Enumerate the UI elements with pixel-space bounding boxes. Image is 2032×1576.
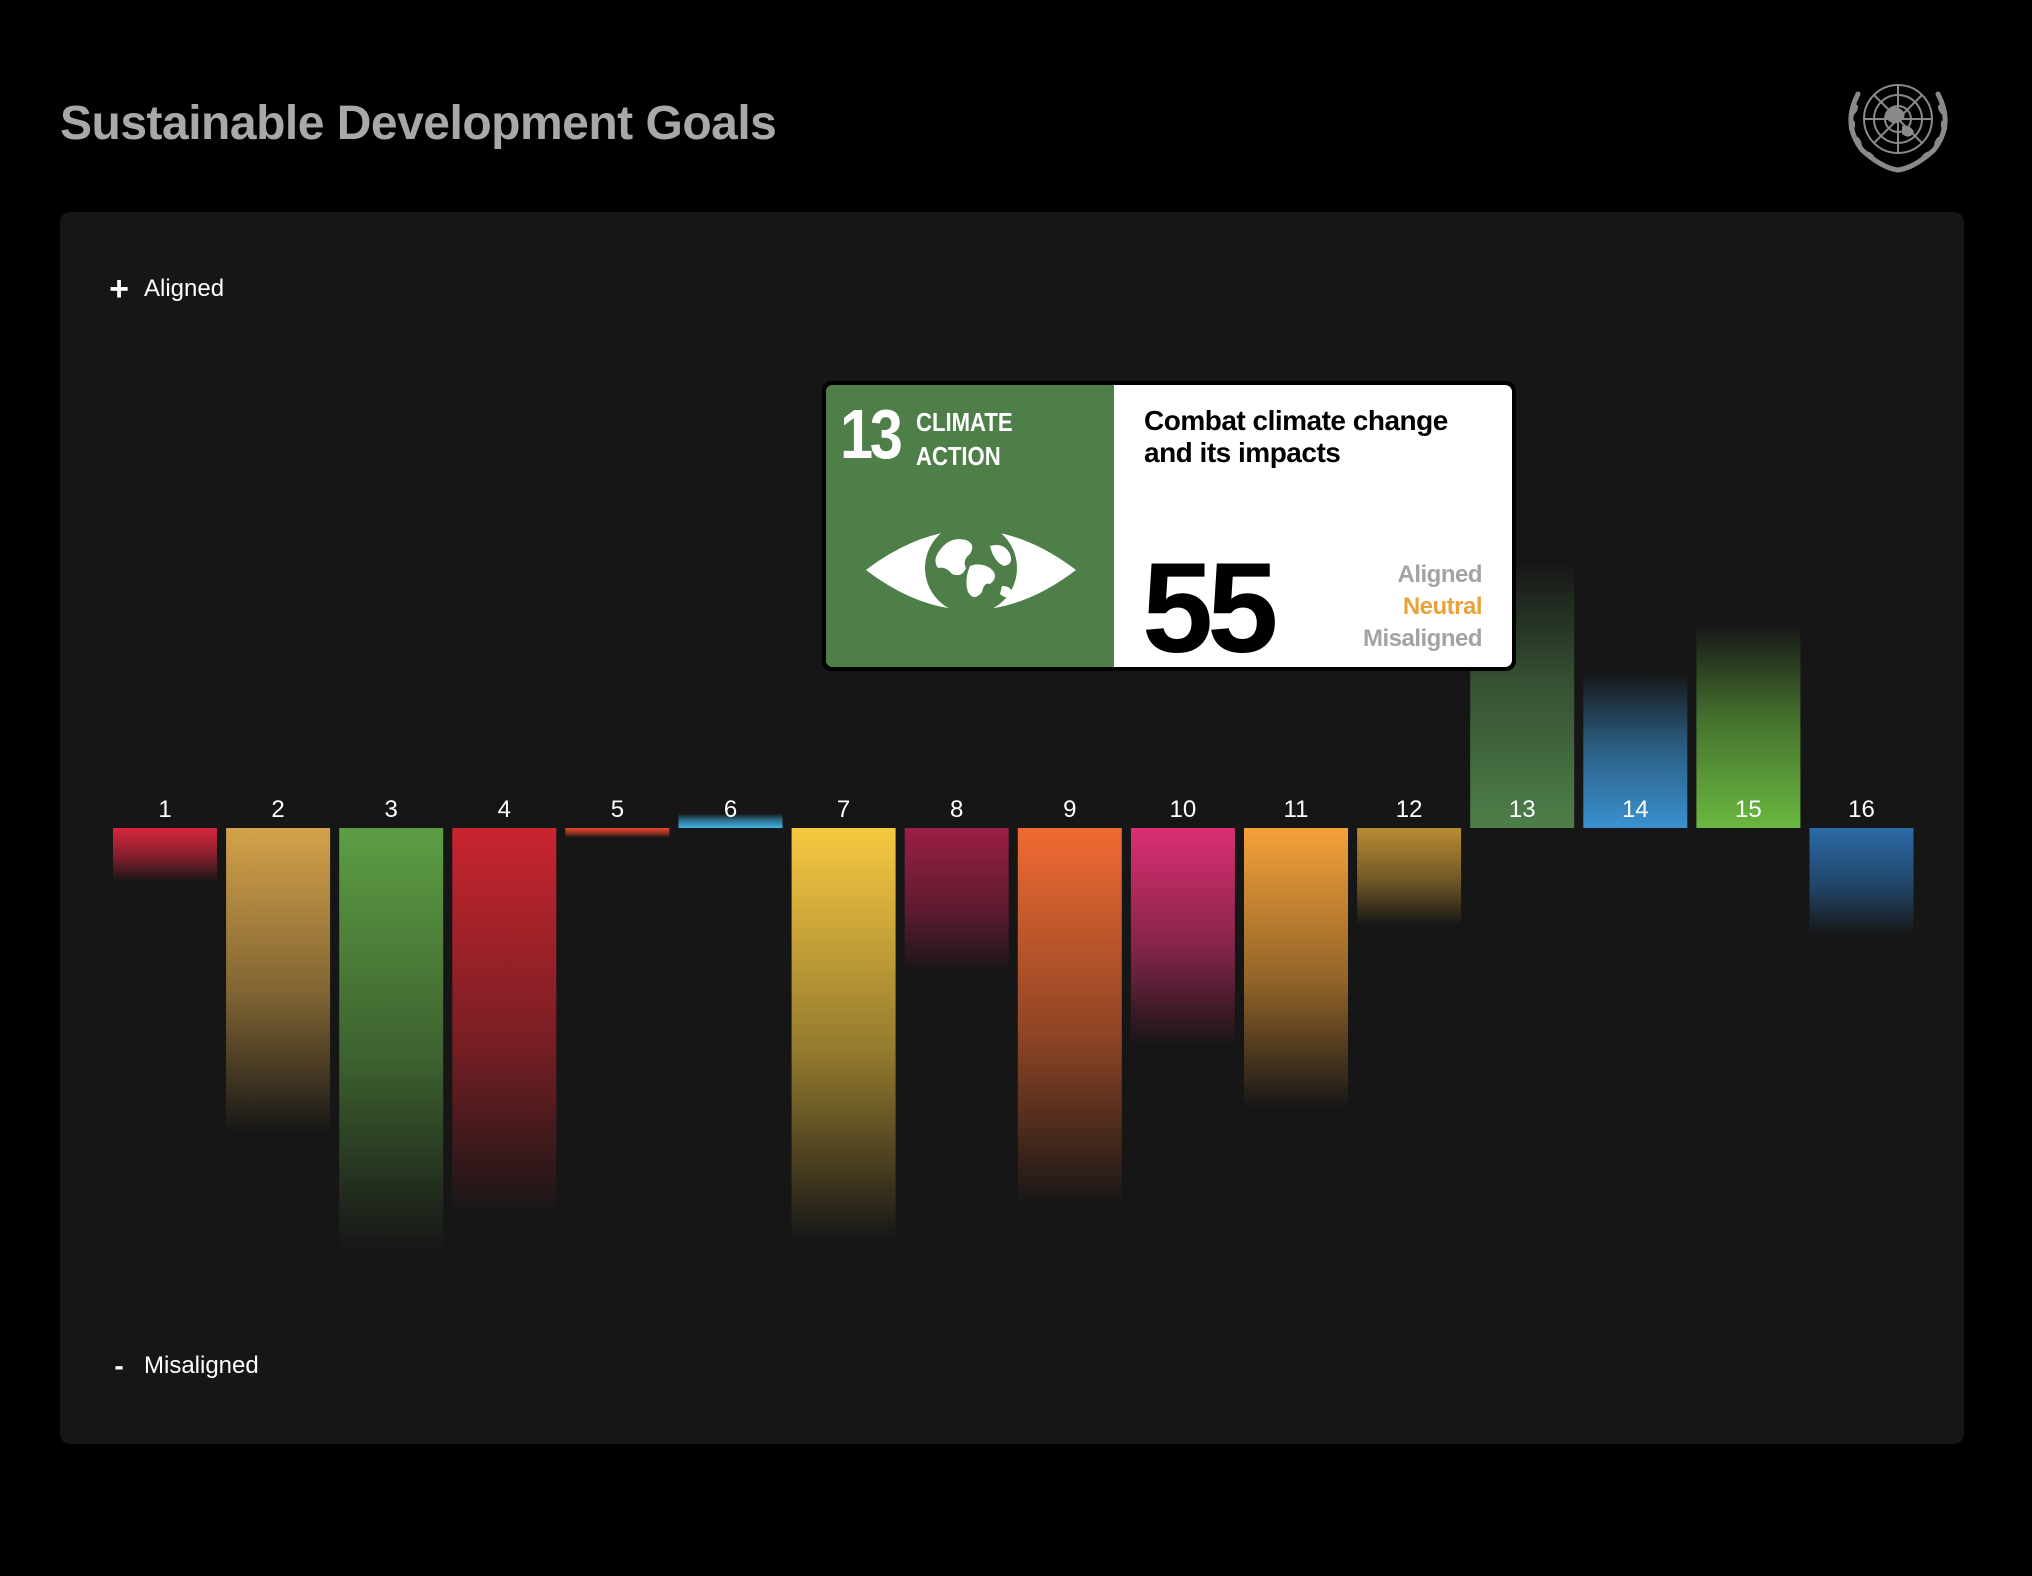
tick-label-goal-5: 5 bbox=[611, 796, 624, 823]
tick-label-goal-7: 7 bbox=[837, 796, 850, 823]
bar-goal-9[interactable] bbox=[1017, 828, 1122, 1207]
legend-aligned: + Aligned bbox=[108, 272, 224, 306]
tick-label-goal-15: 15 bbox=[1735, 796, 1762, 823]
goal-name-line2: ACTION bbox=[916, 441, 1001, 471]
tick-label-goal-9: 9 bbox=[1063, 796, 1076, 823]
un-emblem-icon bbox=[1848, 84, 1948, 173]
bar-goal-5[interactable] bbox=[565, 828, 670, 838]
bar-goal-1[interactable] bbox=[113, 828, 217, 882]
legend-aligned-label: Aligned bbox=[144, 275, 225, 302]
goal-number: 13 bbox=[840, 395, 903, 473]
bar-goal-3[interactable] bbox=[339, 828, 444, 1250]
goal-name-line1: CLIMATE bbox=[916, 407, 1013, 437]
goal-tile: 13 CLIMATE ACTION bbox=[826, 385, 1114, 667]
legend-misaligned: - Misaligned bbox=[108, 1350, 259, 1381]
tick-label-goal-16: 16 bbox=[1848, 796, 1875, 823]
bar-goal-2[interactable] bbox=[226, 828, 331, 1134]
goal-count: 55 bbox=[1142, 537, 1278, 668]
goal-name: CLIMATE ACTION bbox=[916, 405, 1052, 473]
bar-goal-4[interactable] bbox=[452, 828, 557, 1216]
bar-goal-6[interactable] bbox=[678, 813, 783, 828]
status-misaligned: Misaligned bbox=[1362, 625, 1483, 652]
tick-label-goal-6: 6 bbox=[724, 796, 737, 823]
bar-goal-8[interactable] bbox=[904, 828, 1009, 974]
sdg-bar-chart: 1 2 3 4 5 6 7 8 9 10 11 12 13 14 15 16 bbox=[113, 561, 1914, 1250]
tick-label-goal-11: 11 bbox=[1284, 796, 1309, 823]
bar-goal-14[interactable] bbox=[1583, 672, 1688, 828]
tick-label-goal-4: 4 bbox=[498, 796, 511, 823]
legend-misaligned-label: Misaligned bbox=[144, 1352, 259, 1379]
tick-label-goal-14: 14 bbox=[1622, 796, 1649, 823]
bar-goal-11[interactable] bbox=[1244, 828, 1348, 1110]
tick-label-goal-12: 12 bbox=[1396, 796, 1423, 823]
tick-label-goal-1: 1 bbox=[158, 796, 171, 823]
tick-label-goal-10: 10 bbox=[1170, 796, 1197, 823]
tick-label-goal-3: 3 bbox=[385, 796, 398, 823]
status-neutral: Neutral bbox=[1402, 593, 1483, 620]
chart-panel: 1 2 3 4 5 6 7 8 9 10 11 12 13 14 15 16 + Aligned - Misa… bbox=[60, 212, 1964, 1444]
eye-globe-icon bbox=[866, 522, 1076, 614]
status-breakdown: Aligned Neutral Misaligned bbox=[1362, 559, 1483, 655]
status-aligned: Aligned bbox=[1397, 561, 1483, 588]
tick-label-goal-8: 8 bbox=[950, 796, 963, 823]
tick-label-goal-2: 2 bbox=[271, 796, 284, 823]
page-title: Sustainable Development Goals bbox=[60, 97, 777, 150]
plus-icon: + bbox=[109, 270, 129, 308]
bar-goal-10[interactable] bbox=[1130, 828, 1235, 1047]
minus-icon: - bbox=[114, 1350, 124, 1381]
goal-tooltip: 13 CLIMATE ACTION Combat c bbox=[822, 381, 1516, 671]
tooltip-body: Combat climate change and its impacts 55… bbox=[1114, 385, 1512, 667]
goal-description: Combat climate change and its impacts bbox=[1144, 405, 1448, 468]
bar-goal-12[interactable] bbox=[1357, 828, 1462, 925]
bar-goal-16[interactable] bbox=[1809, 828, 1914, 935]
bar-goal-15[interactable] bbox=[1696, 624, 1801, 828]
bar-goal-7[interactable] bbox=[791, 828, 896, 1241]
tick-label-goal-13: 13 bbox=[1509, 796, 1536, 823]
